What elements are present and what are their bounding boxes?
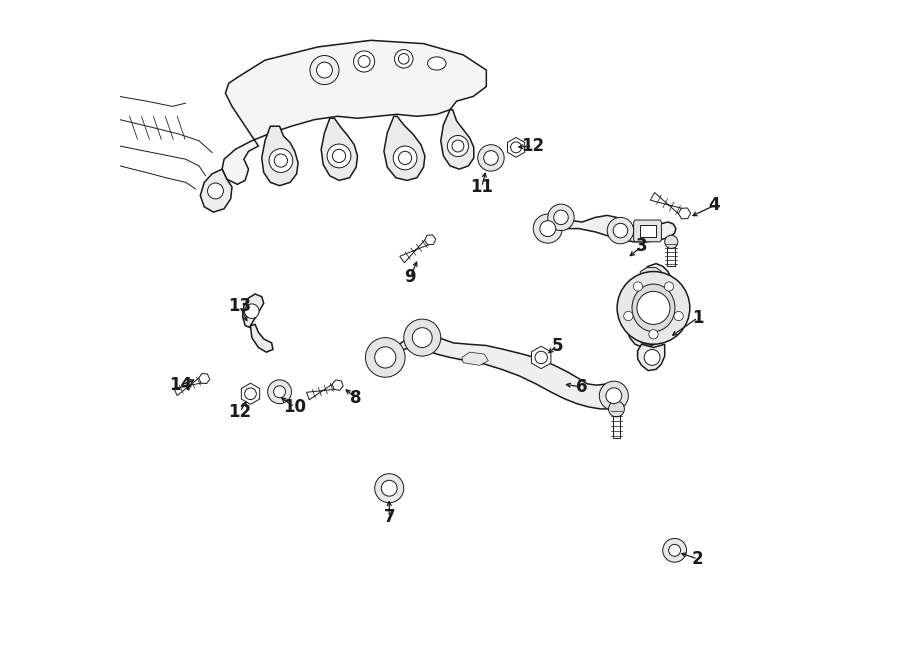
Polygon shape bbox=[243, 294, 264, 328]
Circle shape bbox=[358, 56, 370, 68]
Circle shape bbox=[613, 223, 627, 238]
Circle shape bbox=[548, 204, 574, 230]
Circle shape bbox=[317, 62, 332, 78]
Circle shape bbox=[540, 220, 555, 236]
Circle shape bbox=[606, 388, 622, 404]
Circle shape bbox=[510, 142, 521, 153]
Text: 8: 8 bbox=[350, 389, 362, 407]
Circle shape bbox=[624, 311, 633, 320]
Circle shape bbox=[664, 282, 673, 291]
Circle shape bbox=[483, 151, 499, 166]
Polygon shape bbox=[307, 381, 339, 400]
Circle shape bbox=[274, 154, 287, 167]
Circle shape bbox=[535, 352, 547, 363]
Text: 11: 11 bbox=[470, 178, 493, 196]
Polygon shape bbox=[508, 138, 525, 158]
Polygon shape bbox=[250, 324, 273, 352]
Circle shape bbox=[374, 347, 396, 368]
Polygon shape bbox=[634, 220, 661, 242]
Polygon shape bbox=[201, 169, 232, 212]
Text: 6: 6 bbox=[576, 378, 588, 396]
Circle shape bbox=[269, 149, 292, 173]
Polygon shape bbox=[441, 110, 473, 169]
Polygon shape bbox=[222, 40, 486, 184]
Polygon shape bbox=[531, 346, 551, 369]
Text: 2: 2 bbox=[692, 550, 704, 568]
Polygon shape bbox=[462, 352, 489, 365]
Text: 7: 7 bbox=[383, 508, 395, 526]
Polygon shape bbox=[640, 225, 656, 237]
Text: 3: 3 bbox=[635, 238, 647, 256]
Circle shape bbox=[267, 380, 292, 404]
Circle shape bbox=[310, 56, 339, 85]
Polygon shape bbox=[321, 118, 357, 180]
Text: 10: 10 bbox=[284, 398, 306, 416]
Circle shape bbox=[404, 319, 441, 356]
Circle shape bbox=[665, 235, 678, 248]
Circle shape bbox=[412, 328, 432, 348]
Text: 13: 13 bbox=[229, 297, 251, 315]
Ellipse shape bbox=[428, 57, 446, 70]
Circle shape bbox=[365, 338, 405, 377]
Text: 14: 14 bbox=[169, 376, 192, 394]
Circle shape bbox=[447, 136, 469, 157]
Circle shape bbox=[332, 150, 346, 163]
Circle shape bbox=[245, 304, 259, 318]
Circle shape bbox=[394, 50, 413, 68]
Ellipse shape bbox=[632, 284, 675, 332]
Text: 5: 5 bbox=[552, 336, 562, 355]
Circle shape bbox=[245, 388, 256, 400]
Circle shape bbox=[634, 282, 643, 291]
Polygon shape bbox=[425, 235, 436, 245]
Circle shape bbox=[274, 386, 285, 398]
Circle shape bbox=[374, 474, 404, 502]
Polygon shape bbox=[637, 344, 665, 371]
Polygon shape bbox=[400, 236, 433, 263]
Circle shape bbox=[533, 214, 562, 243]
Polygon shape bbox=[640, 267, 662, 279]
Text: 12: 12 bbox=[521, 137, 544, 155]
Text: 4: 4 bbox=[708, 197, 720, 214]
Circle shape bbox=[669, 544, 680, 556]
Circle shape bbox=[478, 145, 504, 171]
Polygon shape bbox=[384, 117, 425, 180]
Circle shape bbox=[554, 210, 568, 224]
Polygon shape bbox=[638, 332, 662, 344]
Circle shape bbox=[662, 538, 687, 562]
Text: 12: 12 bbox=[229, 402, 251, 420]
Text: 9: 9 bbox=[405, 268, 416, 286]
Polygon shape bbox=[651, 193, 687, 217]
Circle shape bbox=[382, 481, 397, 496]
Polygon shape bbox=[667, 242, 675, 266]
Circle shape bbox=[208, 183, 223, 199]
Polygon shape bbox=[262, 126, 298, 185]
Polygon shape bbox=[679, 208, 690, 219]
Circle shape bbox=[354, 51, 374, 72]
Polygon shape bbox=[174, 375, 206, 396]
Polygon shape bbox=[241, 383, 259, 404]
Circle shape bbox=[644, 350, 660, 365]
Polygon shape bbox=[613, 409, 620, 438]
Circle shape bbox=[399, 152, 411, 165]
Circle shape bbox=[327, 144, 351, 168]
Polygon shape bbox=[382, 331, 623, 409]
Polygon shape bbox=[627, 263, 676, 347]
Polygon shape bbox=[199, 373, 210, 383]
Circle shape bbox=[608, 217, 634, 244]
Circle shape bbox=[608, 401, 625, 417]
Circle shape bbox=[649, 330, 658, 339]
Circle shape bbox=[637, 291, 670, 324]
Polygon shape bbox=[540, 215, 676, 242]
Text: 1: 1 bbox=[692, 308, 704, 327]
Circle shape bbox=[399, 54, 409, 64]
Circle shape bbox=[674, 311, 683, 320]
Circle shape bbox=[599, 381, 628, 410]
Polygon shape bbox=[332, 380, 343, 391]
Circle shape bbox=[393, 146, 417, 170]
Circle shape bbox=[452, 140, 464, 152]
Circle shape bbox=[617, 271, 689, 344]
